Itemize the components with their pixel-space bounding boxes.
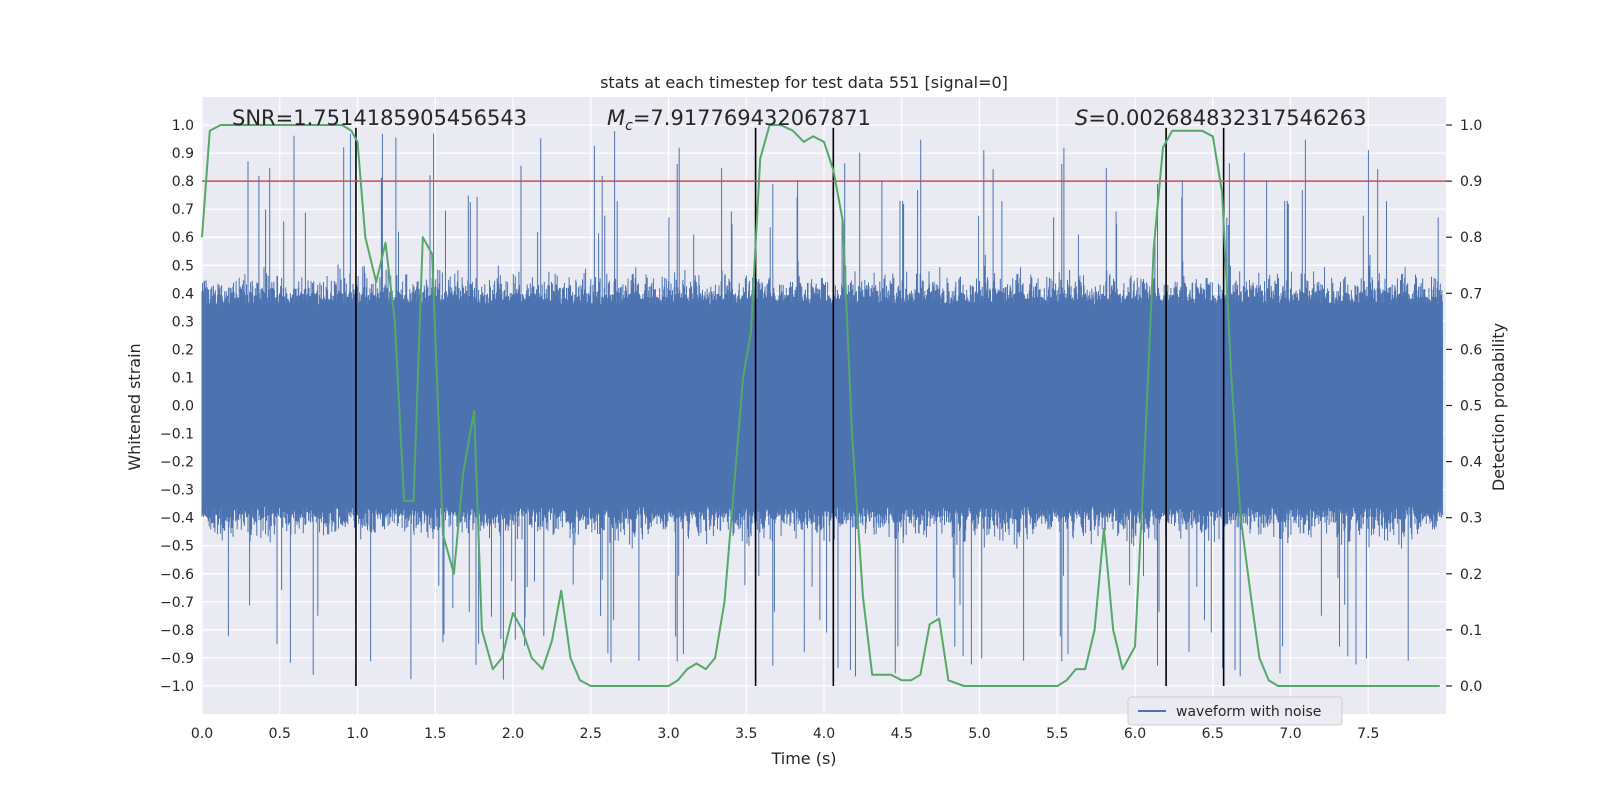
y-tick-label: −0.7 (160, 595, 194, 611)
x-tick-label: 6.0 (1124, 726, 1146, 742)
y2-tick-label: 0.0 (1460, 679, 1482, 695)
y-tick-label: −0.2 (160, 455, 194, 471)
probability-line (201, 124, 1440, 687)
y2-tick-label: 0.9 (1460, 174, 1482, 190)
y-tick-label: −0.9 (160, 651, 194, 667)
x-tick-label: 2.0 (502, 726, 524, 742)
legend: waveform with noise (1127, 696, 1343, 726)
y-tick-label: −1.0 (160, 679, 194, 695)
y-tick-label: 0.5 (172, 258, 194, 274)
s-value: =0.002684832317546263 (1088, 106, 1366, 130)
x-axis-label: Time (s) (770, 749, 836, 768)
legend-waveform-label: waveform with noise (1176, 704, 1321, 720)
y-tick-label: 1.0 (172, 118, 194, 134)
y-tick-label: 0.1 (172, 370, 194, 386)
x-tick-label: 4.0 (813, 726, 835, 742)
s-annotation: S=0.002684832317546263 (1075, 106, 1366, 130)
x-tick-label: 2.5 (580, 726, 602, 742)
y2-axis-label: Detection probability (1489, 323, 1508, 491)
chirp-mass-symbol: M (607, 106, 625, 130)
y-tick-label: 0.8 (172, 174, 194, 190)
x-tick-label: 3.0 (657, 726, 679, 742)
y-tick-label: −0.3 (160, 483, 194, 499)
y-tick-label: −0.6 (160, 567, 194, 583)
y2-tick-label: 0.4 (1460, 455, 1482, 471)
x-tick-label: 5.5 (1046, 726, 1068, 742)
y-tick-label: 0.9 (172, 146, 194, 162)
x-tick-label: 4.5 (891, 726, 913, 742)
chirp-mass-value: =7.917769432067871 (633, 106, 871, 130)
y2-tick-label: 0.5 (1460, 399, 1482, 415)
y-axis-label: Whitened strain (125, 343, 144, 470)
y-tick-label: −0.8 (160, 623, 194, 639)
y-tick-label: −0.1 (160, 427, 194, 443)
y-tick-label: −0.5 (160, 539, 194, 555)
s-symbol: S (1075, 106, 1088, 130)
y2-tick-label: 1.0 (1460, 118, 1482, 134)
y-tick-label: −0.4 (160, 511, 194, 527)
y2-tick-label: 0.8 (1460, 230, 1482, 246)
y-tick-label: 0.6 (172, 230, 194, 246)
x-tick-label: 0.0 (191, 726, 213, 742)
y-tick-label: 0.2 (172, 342, 194, 358)
y-tick-label: 0.4 (172, 286, 194, 302)
chirp-mass-annotation: Mc=7.917769432067871 (607, 106, 871, 134)
legend-box (1127, 696, 1343, 726)
y2-tick-label: 0.7 (1460, 286, 1482, 302)
chart-title: stats at each timestep for test data 551… (600, 73, 1008, 92)
x-tick-label: 1.5 (424, 726, 446, 742)
snr-annotation: SNR=1.7514185905456543 (232, 106, 527, 130)
probability-series (201, 124, 1440, 687)
y2-tick-label: 0.6 (1460, 342, 1482, 358)
x-tick-label: 3.5 (735, 726, 757, 742)
chirp-mass-subscript: c (625, 118, 633, 134)
y-tick-label: 0.7 (172, 202, 194, 218)
y-tick-label: 0.3 (172, 314, 194, 330)
x-tick-label: 7.5 (1357, 726, 1379, 742)
x-tick-label: 5.0 (968, 726, 990, 742)
x-tick-label: 0.5 (269, 726, 291, 742)
x-axis-ticks: 0.0 0.5 1.0 1.5 2.0 2.5 3.0 3.5 4.0 4.5 5.0 5.5 6.0 6… (191, 726, 1380, 742)
y2-axis-ticks: 0.0 0.1 0.2 0.3 0.4 0.5 0.6 0.7 0.8 0.9 1.0 (1446, 118, 1482, 695)
y2-tick-label: 0.1 (1460, 623, 1482, 639)
y2-tick-label: 0.2 (1460, 567, 1482, 583)
x-tick-label: 1.0 (346, 726, 368, 742)
x-tick-label: 6.5 (1202, 726, 1224, 742)
y-axis-ticks: −1.0 −0.9 −0.8 −0.7 −0.6 −0.5 −0.4 −0.3 −0.2 −0.1… (160, 118, 194, 695)
waveform-core (202, 329, 1443, 482)
y2-tick-label: 0.3 (1460, 511, 1482, 527)
x-tick-label: 7.0 (1279, 726, 1301, 742)
y-tick-label: 0.0 (172, 399, 194, 415)
